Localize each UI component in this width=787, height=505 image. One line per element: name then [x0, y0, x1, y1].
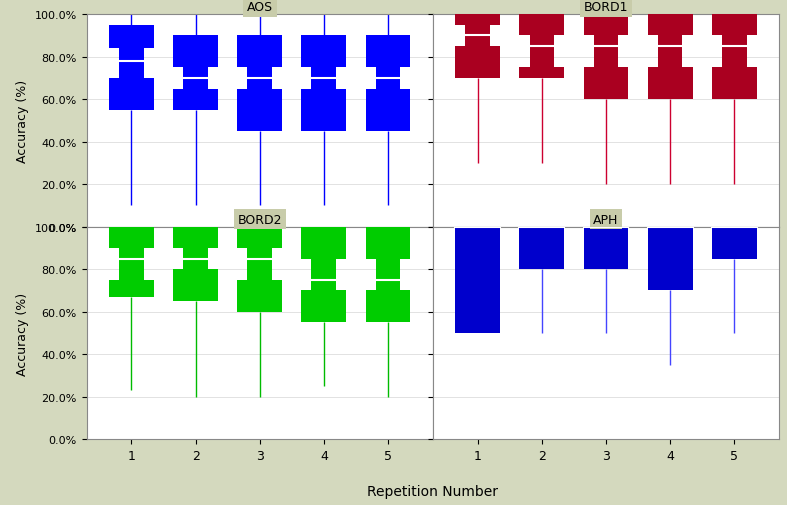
Polygon shape: [648, 227, 693, 291]
Polygon shape: [173, 36, 218, 111]
Polygon shape: [456, 227, 501, 333]
Polygon shape: [109, 26, 154, 111]
Polygon shape: [301, 227, 346, 323]
Polygon shape: [519, 227, 564, 270]
Polygon shape: [237, 227, 283, 312]
Polygon shape: [365, 227, 410, 323]
Y-axis label: Accuracy (%): Accuracy (%): [16, 292, 29, 375]
Polygon shape: [583, 227, 629, 270]
Polygon shape: [519, 15, 564, 79]
Polygon shape: [173, 227, 218, 301]
Polygon shape: [237, 36, 283, 132]
Polygon shape: [583, 15, 629, 100]
Polygon shape: [365, 36, 410, 132]
Title: BORD1: BORD1: [584, 1, 628, 14]
Y-axis label: Accuracy (%): Accuracy (%): [16, 80, 29, 163]
Polygon shape: [711, 227, 756, 259]
Title: APH: APH: [593, 213, 619, 226]
Text: Repetition Number: Repetition Number: [368, 484, 498, 498]
Polygon shape: [648, 15, 693, 100]
Polygon shape: [711, 15, 756, 100]
Title: BORD2: BORD2: [238, 213, 282, 226]
Polygon shape: [109, 227, 154, 297]
Title: AOS: AOS: [246, 1, 273, 14]
Polygon shape: [301, 36, 346, 132]
Polygon shape: [456, 15, 501, 79]
